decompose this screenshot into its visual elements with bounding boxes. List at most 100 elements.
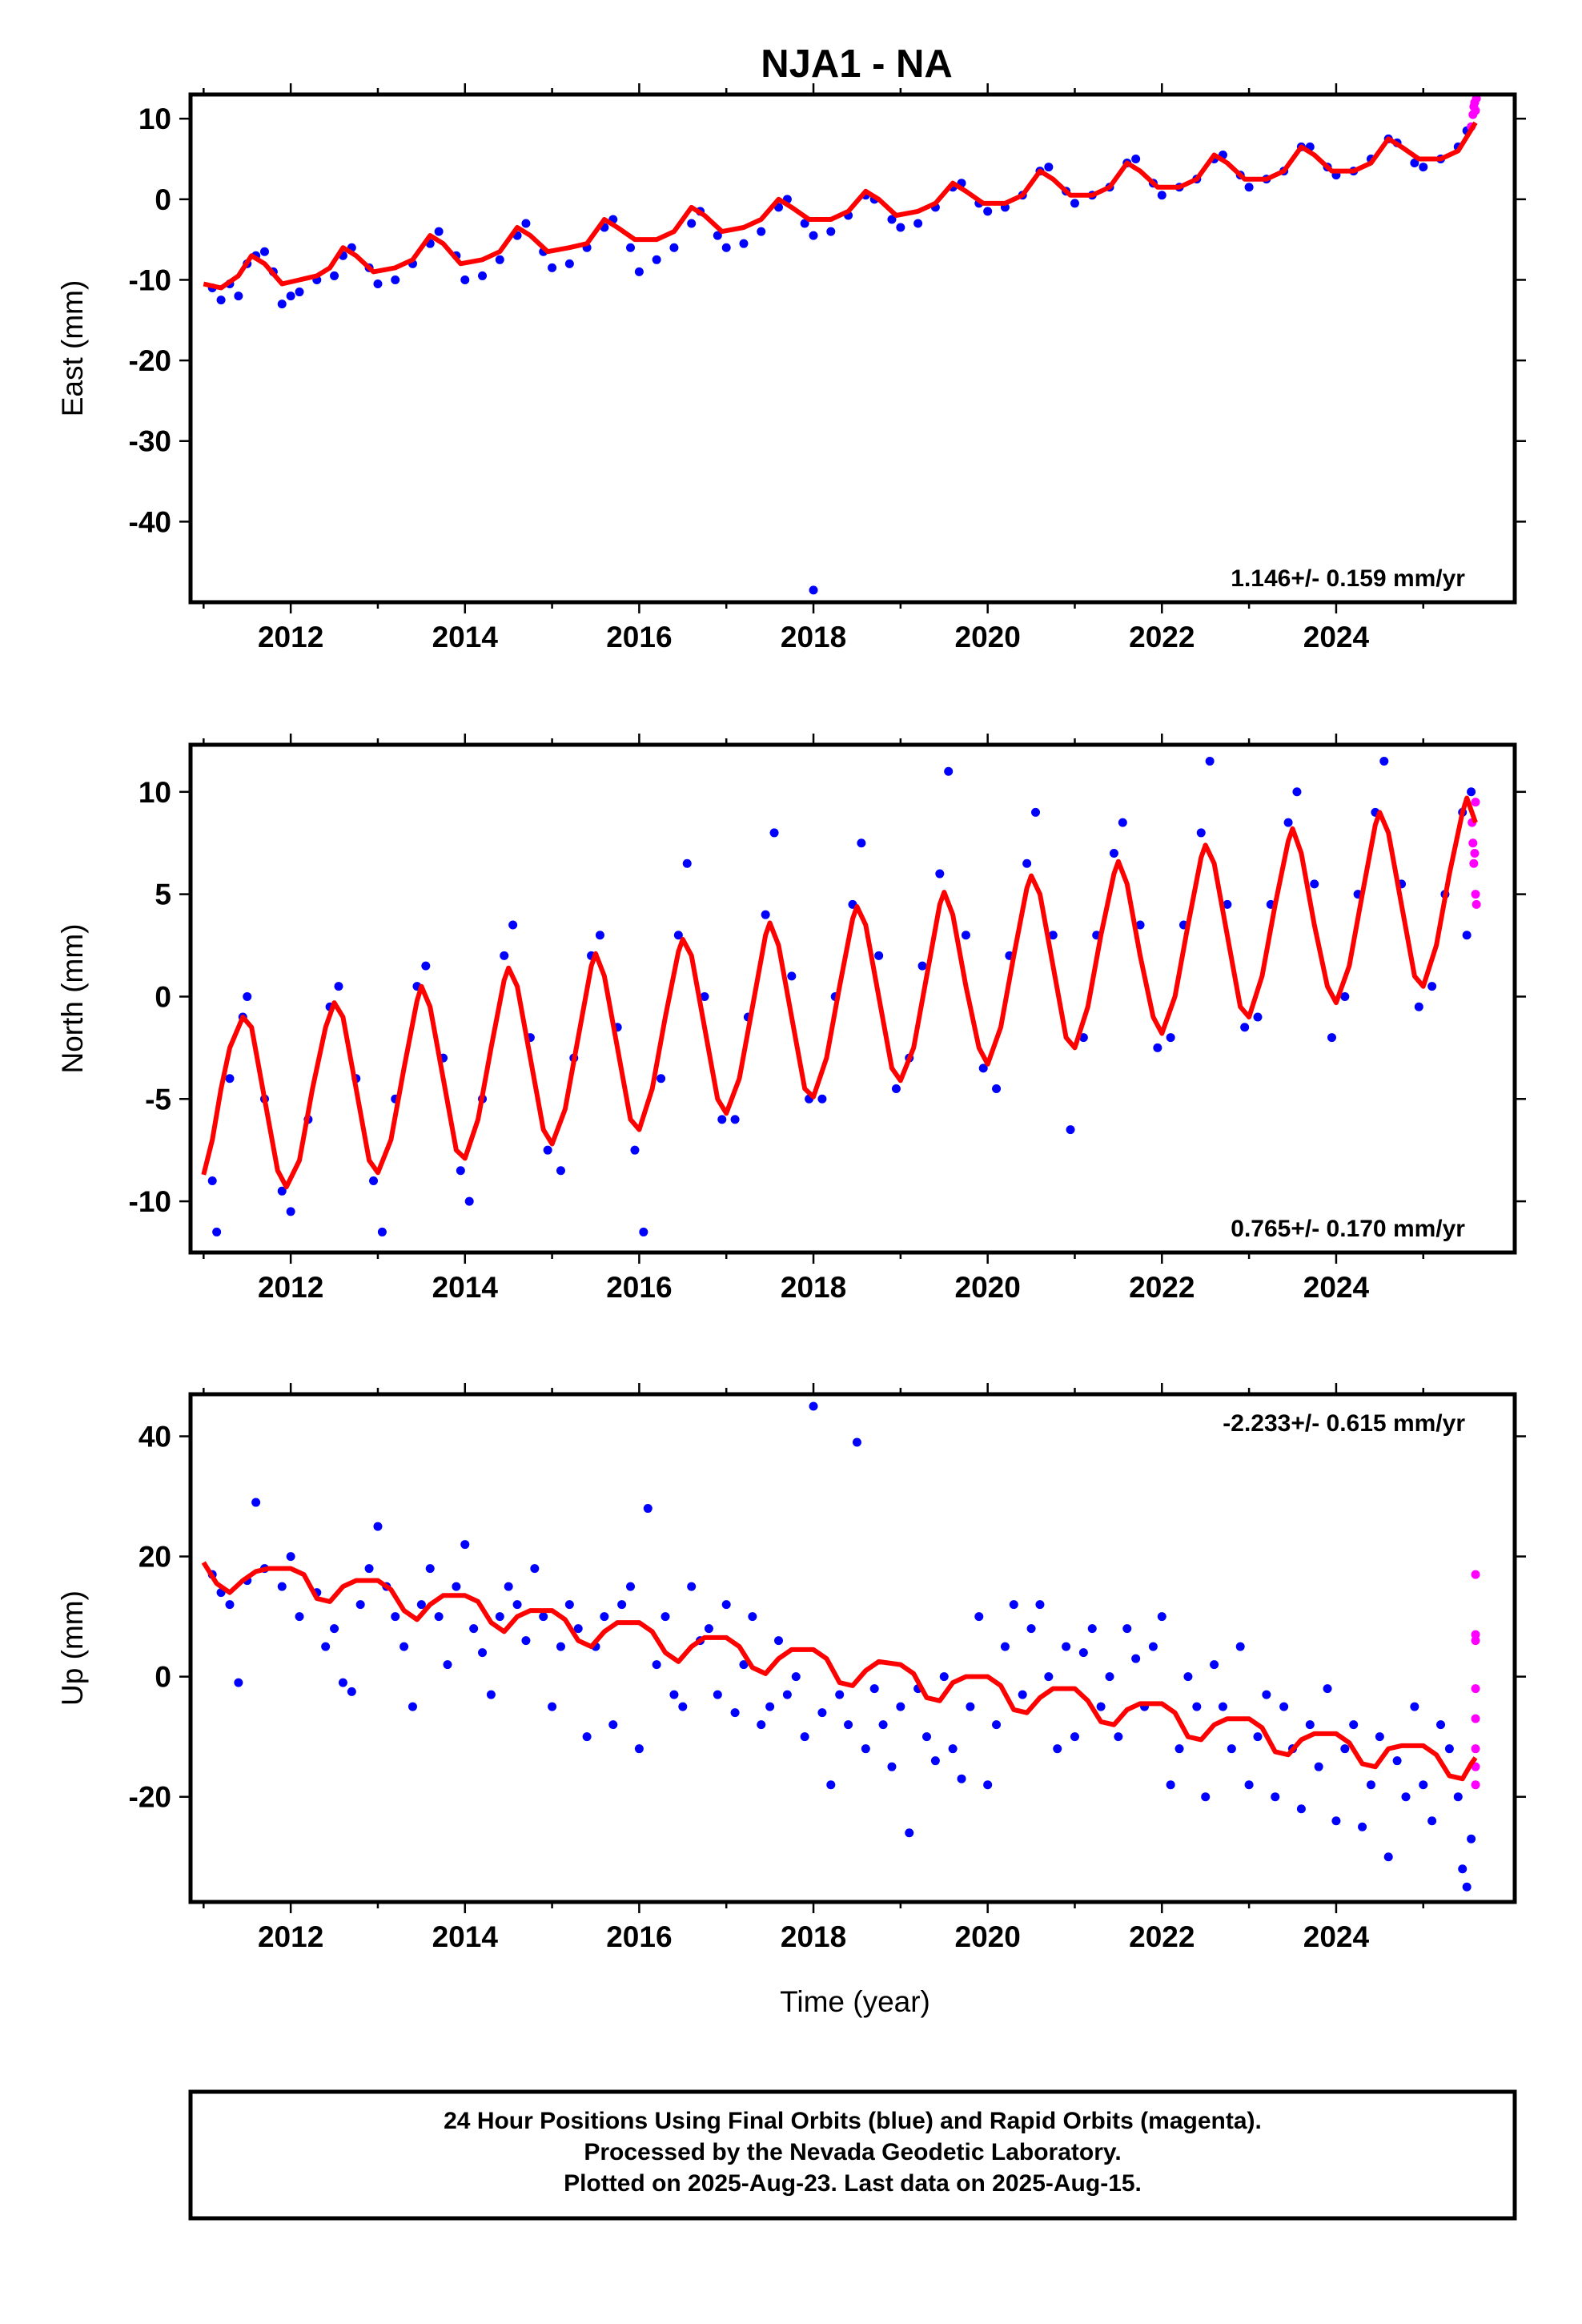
y-tick-label: -5 <box>145 1083 171 1116</box>
data-point <box>347 1687 356 1696</box>
data-point <box>739 1660 749 1670</box>
y-tick-label: -20 <box>129 344 171 377</box>
data-point <box>400 1642 409 1651</box>
data-point <box>251 1498 261 1507</box>
data-point <box>887 1762 897 1771</box>
data-point <box>1000 1642 1010 1651</box>
footer-line-2: Processed by the Nevada Geodetic Laborat… <box>584 2139 1121 2165</box>
data-point <box>921 1732 931 1742</box>
data-point <box>1469 858 1479 868</box>
data-point <box>1392 1756 1402 1766</box>
y-tick-label: 0 <box>155 1661 171 1694</box>
data-point <box>1044 1672 1054 1682</box>
x-tick-label: 2014 <box>432 621 499 653</box>
data-point <box>1148 1642 1158 1651</box>
data-point <box>1331 1816 1341 1826</box>
data-point <box>826 1780 836 1790</box>
data-point <box>944 766 954 776</box>
data-point <box>757 227 766 236</box>
y-tick-label: 40 <box>139 1421 171 1454</box>
data-point <box>286 1207 295 1216</box>
data-point <box>608 1720 618 1730</box>
x-tick-label: 2012 <box>258 1271 323 1304</box>
data-point <box>243 991 252 1001</box>
data-point <box>1223 899 1232 909</box>
data-point <box>295 287 304 297</box>
data-point <box>966 1702 975 1711</box>
panel-data <box>201 1401 1480 1892</box>
data-point <box>891 1084 901 1093</box>
series-final-orbits <box>207 126 1472 595</box>
data-point <box>1174 1744 1184 1754</box>
data-point <box>687 219 697 228</box>
data-point <box>1419 1780 1428 1790</box>
data-point <box>1310 879 1319 889</box>
data-point <box>1192 1702 1202 1711</box>
data-point <box>939 1672 949 1682</box>
data-point <box>1471 890 1480 899</box>
data-point <box>1471 1570 1480 1579</box>
data-point <box>1410 159 1419 168</box>
data-point <box>835 1690 845 1699</box>
data-point <box>913 219 923 228</box>
data-point <box>1135 920 1145 930</box>
data-point <box>634 1744 644 1754</box>
data-point <box>739 239 749 248</box>
data-point <box>1366 1780 1375 1790</box>
data-point <box>1201 1792 1211 1802</box>
data-point <box>564 259 574 268</box>
data-point <box>416 1600 426 1610</box>
y-tick-label: -40 <box>129 505 171 538</box>
data-point <box>1458 1864 1468 1874</box>
data-point <box>673 931 683 940</box>
x-axis-label: Time (year) <box>780 1985 930 2018</box>
data-point <box>1427 1816 1437 1826</box>
y-tick-label: 20 <box>139 1541 171 1574</box>
data-point <box>277 300 287 309</box>
data-point <box>1471 1744 1480 1754</box>
data-point <box>495 1612 504 1622</box>
data-point <box>1118 818 1127 827</box>
data-point <box>809 231 818 240</box>
data-point <box>521 1636 531 1646</box>
x-tick-label: 2014 <box>432 1271 499 1304</box>
data-point <box>469 1624 479 1634</box>
data-point <box>486 1690 496 1699</box>
data-point <box>1410 1702 1419 1711</box>
data-point <box>800 1732 809 1742</box>
x-tick-label: 2020 <box>955 1920 1021 1953</box>
data-point <box>1472 899 1481 909</box>
data-point <box>1414 1002 1423 1011</box>
x-tick-label: 2012 <box>258 1920 323 1953</box>
data-point <box>234 292 243 301</box>
data-point <box>1087 1624 1097 1634</box>
data-point <box>809 1401 818 1411</box>
data-point <box>1468 838 1478 848</box>
x-tick-label: 2016 <box>606 1271 672 1304</box>
data-point <box>1358 1822 1367 1831</box>
data-point <box>817 1094 827 1104</box>
data-point <box>234 1678 243 1687</box>
data-point <box>1323 1684 1332 1694</box>
data-point <box>464 1196 474 1206</box>
x-tick-label: 2022 <box>1129 621 1195 653</box>
data-point <box>504 1582 513 1591</box>
data-point <box>212 1227 222 1236</box>
data-point <box>1070 1732 1079 1742</box>
data-point <box>983 1780 993 1790</box>
data-point <box>844 1720 853 1730</box>
y-axis-label: East (mm) <box>56 280 89 417</box>
data-point <box>434 227 444 236</box>
data-point <box>700 991 709 1001</box>
model-fit-line <box>203 121 1478 291</box>
data-point <box>721 243 731 252</box>
data-point <box>1262 1690 1271 1699</box>
data-point <box>857 838 866 848</box>
data-point <box>1105 1672 1114 1682</box>
rate-label: 0.765+/- 0.170 mm/yr <box>1231 1216 1465 1242</box>
data-point <box>874 951 884 960</box>
data-point <box>1427 982 1437 991</box>
data-point <box>321 1642 331 1651</box>
data-point <box>978 1063 988 1073</box>
x-tick-label: 2012 <box>258 621 323 653</box>
